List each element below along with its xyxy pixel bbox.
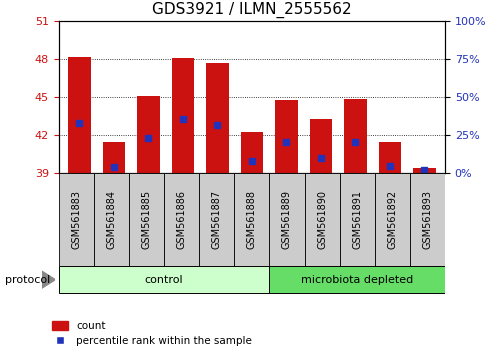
Bar [68,57,90,173]
Bar [378,142,400,173]
Text: GSM561889: GSM561889 [282,190,291,249]
Bar [206,63,228,173]
Bar [59,173,94,266]
Text: GSM561884: GSM561884 [106,190,116,249]
Bar [409,173,444,266]
Bar [412,169,435,173]
Text: control: control [144,275,183,285]
Text: GSM561885: GSM561885 [141,190,151,249]
Legend: count, percentile rank within the sample: count, percentile rank within the sample [49,318,255,349]
Bar [137,96,159,173]
Text: microbiota depleted: microbiota depleted [301,275,412,285]
Text: GSM561893: GSM561893 [422,190,431,249]
Bar [94,173,129,266]
Bar [275,100,297,173]
Bar [234,173,269,266]
Text: protocol: protocol [5,275,50,285]
Bar [240,132,263,173]
Bar [102,142,125,173]
Title: GDS3921 / ILMN_2555562: GDS3921 / ILMN_2555562 [152,2,351,18]
Bar [339,173,374,266]
Text: GSM561886: GSM561886 [176,190,186,249]
Polygon shape [41,271,55,288]
Bar [344,99,366,173]
Bar [304,173,339,266]
Bar [199,173,234,266]
Text: GSM561887: GSM561887 [211,190,221,249]
Text: GSM561891: GSM561891 [351,190,362,249]
Bar [309,119,331,173]
Text: GSM561890: GSM561890 [316,190,326,249]
Bar [374,173,409,266]
Bar [269,266,444,293]
Bar [163,173,199,266]
Text: GSM561888: GSM561888 [246,190,256,249]
Text: GSM561883: GSM561883 [71,190,81,249]
Bar [269,173,304,266]
Bar [59,266,269,293]
Bar [129,173,163,266]
Bar [171,58,194,173]
Text: GSM561892: GSM561892 [386,190,396,249]
